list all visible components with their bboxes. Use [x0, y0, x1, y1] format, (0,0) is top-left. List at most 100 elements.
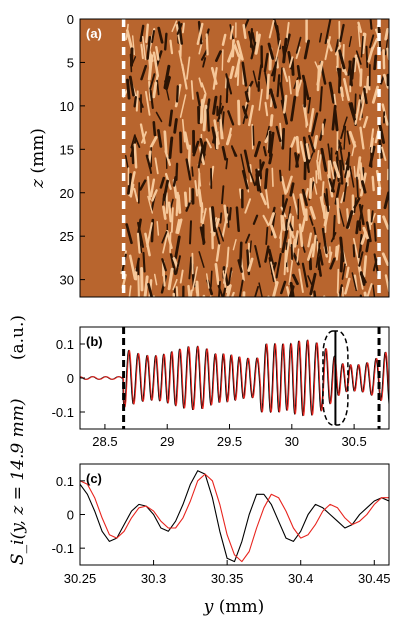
heatmap-stripe	[150, 218, 155, 243]
panel-c-xtick-label: 30.4	[288, 571, 313, 586]
heatmap-stripe	[382, 73, 389, 89]
heatmap-stripe	[128, 254, 137, 281]
heatmap-stripe	[219, 113, 224, 140]
heatmap-stripe	[309, 272, 317, 296]
panel-c-ticks: 30.25 30.3 30.35 30.4 30.45 -0.1 0 0.1	[52, 474, 391, 586]
heatmap-stripe	[147, 150, 152, 164]
heatmap-stripe	[302, 136, 309, 159]
heatmap-stripe	[173, 118, 178, 134]
heatmap-stripe	[163, 130, 168, 154]
heatmap-stripe	[210, 270, 213, 288]
heatmap-stripe	[172, 278, 178, 291]
heatmap-stripe	[241, 61, 248, 87]
heatmap-stripe	[223, 263, 228, 284]
heatmap-stripe	[320, 147, 328, 172]
heatmap-stripe	[346, 130, 351, 145]
heatmap-stripe	[212, 66, 218, 90]
heatmap-stripe	[290, 136, 297, 148]
heatmap-stripe	[163, 64, 171, 90]
heatmap-stripe	[324, 36, 331, 61]
heatmap-stripe	[276, 74, 281, 98]
panel-b-ytick-label: 0	[67, 371, 74, 386]
heatmap-stripe	[369, 19, 373, 30]
heatmap-stripe	[181, 63, 188, 90]
heatmap-stripe	[214, 263, 220, 286]
heatmap-stripe	[308, 107, 315, 133]
heatmap-stripe	[336, 197, 341, 224]
heatmap-stripe	[290, 95, 297, 122]
heatmap-stripe	[321, 227, 328, 254]
heatmap-stripe	[356, 57, 362, 75]
heatmap-stripe	[226, 127, 233, 145]
heatmap-stripe	[299, 193, 307, 217]
heatmap-stripe	[162, 230, 169, 254]
heatmap-stripe	[243, 149, 251, 173]
heatmap-stripe	[237, 99, 241, 126]
heatmap-stripe	[232, 239, 237, 251]
heatmap-stripe	[336, 67, 342, 81]
panel-a-frame	[79, 18, 390, 298]
heatmap-stripe	[254, 245, 261, 268]
heatmap-stripe	[252, 214, 259, 225]
heatmap-stripe	[146, 175, 151, 201]
heatmap-stripe	[372, 284, 376, 297]
heatmap-stripe	[172, 292, 176, 297]
heatmap-stripe	[124, 154, 129, 169]
heatmap-stripe	[308, 134, 316, 153]
heatmap-stripe	[339, 159, 344, 185]
panel-b-series-black	[80, 339, 389, 417]
heatmap-stripe	[197, 188, 203, 208]
heatmap-stripe	[206, 108, 210, 132]
heatmap-stripe	[241, 169, 249, 190]
heatmap-stripe	[280, 175, 287, 195]
heatmap-stripe	[146, 222, 153, 248]
heatmap-stripe	[288, 75, 292, 95]
heatmap-stripe	[231, 146, 238, 157]
heatmap-stripe	[228, 207, 232, 221]
panel-c-xlabel: y (mm)	[203, 597, 265, 617]
heatmap-stripe	[311, 234, 317, 258]
heatmap-stripe	[365, 238, 370, 253]
heatmap-stripe	[217, 285, 224, 297]
heatmap-stripe	[170, 198, 174, 209]
panel-b-ytick-label: -0.1	[52, 405, 74, 420]
heatmap-stripe	[360, 35, 364, 58]
heatmap-stripe	[269, 114, 274, 127]
heatmap-stripe	[359, 95, 366, 121]
panel-b-xtick-label: 30	[285, 434, 299, 449]
heatmap-stripe	[268, 212, 275, 226]
heatmap-stripe	[198, 251, 205, 268]
heatmap-stripe	[288, 56, 294, 68]
heatmap-stripe	[130, 134, 136, 149]
heatmap-stripe	[267, 42, 275, 60]
heatmap-stripe	[324, 216, 327, 233]
panel-a-ytick-label: 10	[60, 99, 74, 114]
panel-a-ytick-label: 25	[60, 229, 74, 244]
heatmap-stripe	[369, 34, 375, 49]
heatmap-stripe	[357, 21, 363, 33]
shared-ylabel: (a.u.) S_i(y, z = 14.9 mm)	[8, 315, 28, 565]
heatmap-stripe	[292, 193, 299, 216]
heatmap-stripe	[157, 129, 163, 148]
heatmap-stripe	[140, 43, 144, 60]
shared-ylabel-text: S_i(y, z = 14.9 mm)	[8, 398, 28, 565]
panel-c-xtick-label: 30.35	[211, 571, 244, 586]
heatmap-stripe	[307, 96, 312, 114]
heatmap-stripe	[147, 54, 154, 81]
heatmap-stripe	[202, 57, 207, 68]
heatmap-stripe	[355, 156, 362, 180]
heatmap-stripe	[354, 99, 361, 125]
heatmap-stripe	[266, 73, 270, 100]
heatmap-stripe	[196, 91, 201, 107]
heatmap-stripe	[368, 145, 376, 167]
heatmap-stripe	[162, 193, 165, 206]
heatmap-stripe	[149, 73, 156, 90]
heatmap-stripe	[138, 97, 144, 108]
heatmap-stripe	[310, 112, 319, 137]
heatmap-stripe	[338, 68, 342, 94]
heatmap-stripe	[328, 81, 336, 104]
panel-c-ytick-label: 0.1	[56, 474, 74, 489]
heatmap-stripe	[142, 251, 146, 273]
heatmap-stripe	[175, 85, 179, 103]
heatmap-stripe	[293, 230, 299, 248]
